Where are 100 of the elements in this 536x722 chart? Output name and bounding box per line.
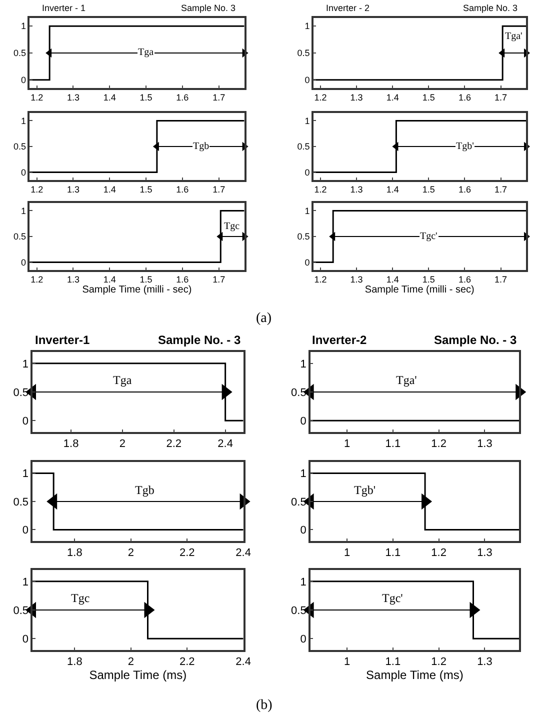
x-tick-label: 1.6: [458, 274, 471, 285]
x-tick-label: 1.3: [66, 184, 80, 195]
x-tick-label: 1.3: [66, 92, 80, 103]
x-tick-label: 2: [119, 438, 126, 450]
y-tick-label: 0: [304, 75, 310, 86]
x-tick-label: 2.2: [179, 656, 195, 668]
x-tick-label: 1.2: [314, 274, 327, 285]
x-tick-label: 1.8: [63, 438, 79, 450]
x-tick-label: 1.7: [212, 184, 226, 195]
x-tick-label: 1.6: [458, 92, 471, 103]
y-tick-label: 0: [20, 167, 26, 178]
x-tick-label: 1: [344, 656, 350, 668]
x-tick-label: 1.3: [350, 184, 363, 195]
x-tick-label: 1.1: [385, 546, 401, 559]
y-tick-label: 0.5: [13, 386, 29, 399]
chart-title: Inverter-2: [312, 333, 368, 347]
y-tick-label: 0: [300, 524, 306, 537]
x-tick-label: 1.6: [176, 92, 189, 103]
x-tick-label: 1.5: [422, 274, 435, 285]
y-tick-label: 0: [20, 75, 26, 86]
x-tick-label: 1.2: [30, 92, 44, 103]
y-tick-label: 1: [22, 468, 29, 480]
x-tick-label: 1.8: [67, 546, 82, 559]
text: (a): [256, 311, 272, 326]
y-tick-label: 1: [300, 576, 306, 588]
chart-subtitle: Sample No. - 3: [158, 333, 242, 347]
x-tick-label: 2.4: [218, 438, 233, 450]
x-tick-label: 1.3: [66, 274, 80, 285]
x-tick-label: 1: [344, 546, 350, 559]
y-tick-label: 1: [20, 116, 26, 126]
x-tick-label: 1.2: [431, 656, 446, 668]
annotation: Tgb: [135, 483, 154, 497]
y-tick-label: 0: [300, 633, 306, 646]
x-tick-label: 1.5: [422, 184, 435, 195]
x-tick-label: 1.3: [350, 92, 363, 103]
x-tick-label: 1.5: [140, 184, 152, 195]
annotation: Tgc: [71, 591, 90, 605]
y-tick-label: 0.5: [13, 232, 26, 242]
chart-title: Inverter-1: [35, 333, 90, 347]
y-tick-label: 1: [20, 206, 26, 216]
x-tick-label: 1.8: [67, 656, 82, 668]
x-tick-label: 1.7: [494, 274, 508, 285]
x-tick-label: 1.3: [350, 274, 363, 285]
x-tick-label: 2.4: [236, 546, 251, 559]
x-tick-label: 1.6: [176, 184, 189, 195]
x-tick-label: 1: [344, 438, 350, 450]
x-tick-label: 1.7: [494, 184, 508, 195]
x-tick-label: 1.1: [385, 438, 401, 450]
x-axis-title: Sample Time (milli - sec): [364, 284, 474, 296]
x-tick-label: 2: [128, 656, 134, 668]
annotation: Tga': [396, 373, 417, 387]
x-tick-label: 1.7: [212, 92, 226, 103]
y-tick-label: 1: [300, 358, 306, 370]
annotation: Tgc': [382, 591, 403, 605]
x-tick-label: 1.2: [30, 184, 44, 195]
y-tick-label: 0.5: [13, 48, 26, 58]
x-tick-label: 1.3: [477, 438, 492, 450]
chart-subtitle: Sample No. 3: [181, 3, 236, 13]
x-tick-label: 1.5: [140, 92, 152, 103]
x-tick-label: 1.2: [314, 184, 327, 195]
y-tick-label: 0: [20, 257, 26, 268]
x-tick-label: 1.6: [458, 184, 471, 195]
y-tick-label: 1: [304, 206, 310, 216]
x-tick-label: 2.2: [179, 546, 195, 559]
x-tick-label: 1.2: [431, 438, 446, 450]
x-tick-label: 1.4: [386, 92, 399, 103]
x-tick-label: 1.4: [103, 184, 116, 195]
x-tick-label: 1.2: [431, 546, 446, 559]
y-tick-label: 1: [22, 576, 29, 588]
x-tick-label: 1.2: [314, 92, 327, 103]
y-tick-label: 1: [300, 468, 306, 480]
x-axis-title: Sample Time (milli - sec): [82, 284, 192, 296]
annotation: Tgb': [456, 141, 474, 152]
x-tick-label: 1.4: [386, 184, 399, 195]
annotation: Tgc: [224, 221, 240, 232]
y-tick-label: 0: [304, 167, 310, 178]
y-tick-label: 0.5: [297, 232, 310, 242]
x-tick-label: 1.3: [477, 546, 492, 559]
annotation: Tga': [505, 31, 523, 42]
x-tick-label: 1.1: [385, 656, 401, 668]
x-tick-label: 1.4: [103, 92, 116, 103]
y-tick-label: 0.5: [13, 604, 29, 617]
annotation: Tga: [138, 47, 154, 58]
y-tick-label: 0: [22, 415, 29, 428]
x-tick-label: 1.2: [30, 274, 44, 285]
x-tick-label: 2.4: [236, 656, 251, 668]
annotation: Tgb: [193, 141, 210, 152]
y-tick-label: 0: [22, 633, 29, 646]
y-tick-label: 0: [22, 524, 29, 537]
x-axis-title: Sample Time (ms): [89, 668, 187, 682]
y-tick-label: 0.5: [297, 48, 310, 58]
x-tick-label: 1.7: [494, 92, 508, 103]
annotation: Tgc': [420, 231, 438, 242]
y-tick-label: 0.5: [13, 496, 29, 508]
y-tick-label: 1: [20, 21, 26, 32]
chart-subtitle: Sample No. - 3: [434, 333, 518, 347]
x-tick-label: 1.3: [477, 656, 492, 668]
annotation: Tga: [113, 373, 132, 387]
x-tick-label: 1.4: [103, 274, 116, 285]
y-tick-label: 0: [300, 415, 306, 428]
